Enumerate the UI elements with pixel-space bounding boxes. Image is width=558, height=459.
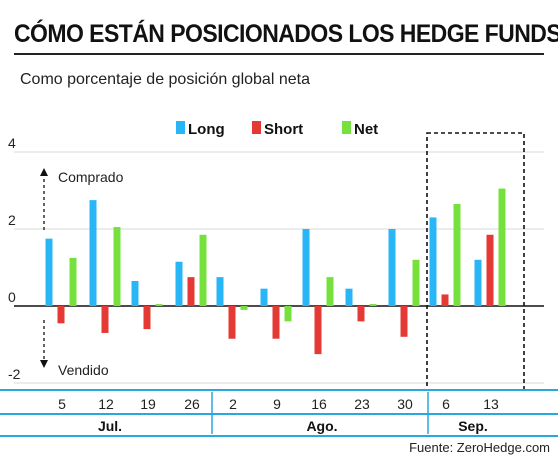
chart-bars — [45, 188, 506, 355]
x-tick-label: 2 — [229, 396, 237, 412]
legend-label-net: Net — [354, 121, 378, 138]
x-tick-label: 19 — [140, 396, 156, 412]
x-tick-label: 13 — [483, 396, 499, 412]
legend-swatch-short — [252, 121, 261, 134]
x-axis: 5 12 19 26 2 9 16 23 30 6 13 Jul. Ago. Sep. — [0, 389, 558, 437]
bar-short-5 — [57, 306, 65, 324]
y-tick-label: 2 — [8, 212, 16, 228]
bar-net-26 — [199, 234, 207, 306]
source-note: Fuente: ZeroHedge.com — [409, 440, 550, 455]
bar-long-30 — [388, 229, 396, 306]
x-tick-label: 9 — [273, 396, 281, 412]
x-tick-label: 16 — [311, 396, 327, 412]
bar-short-26 — [187, 277, 195, 306]
chart-title: CÓMO ESTÁN POSICIONADOS LOS HEDGE FUNDS — [14, 20, 558, 48]
bar-long-16 — [302, 229, 310, 306]
legend-swatch-net — [342, 121, 351, 134]
x-tick-label: 23 — [354, 396, 370, 412]
bar-short-13 — [486, 234, 494, 306]
bar-long-6 — [429, 217, 437, 306]
bar-net-9 — [284, 306, 292, 322]
x-tick-label: 6 — [442, 396, 450, 412]
bar-net-19 — [155, 304, 163, 306]
arrow-down-icon — [40, 360, 48, 368]
bar-net-2 — [240, 306, 248, 310]
annotations: Comprado Vendido — [40, 168, 124, 378]
x-tick-label: 30 — [397, 396, 413, 412]
bar-short-9 — [272, 306, 280, 339]
x-tick-label: 26 — [184, 396, 200, 412]
bar-short-23 — [357, 306, 365, 322]
month-label: Sep. — [458, 418, 488, 434]
bar-short-16 — [314, 306, 322, 355]
bar-long-2 — [216, 277, 224, 306]
bar-long-13 — [474, 259, 482, 306]
bar-net-6 — [453, 203, 461, 306]
bar-long-26 — [175, 261, 183, 306]
bar-short-12 — [101, 306, 109, 333]
bar-long-23 — [345, 288, 353, 306]
bar-long-19 — [131, 280, 139, 306]
month-label: Jul. — [98, 418, 122, 434]
bar-short-6 — [441, 294, 449, 306]
legend-swatch-long — [176, 121, 185, 134]
bar-net-16 — [326, 277, 334, 306]
bar-long-9 — [260, 288, 268, 306]
legend-label-long: Long — [188, 121, 225, 138]
month-label: Ago. — [306, 418, 337, 434]
y-tick-label: 0 — [8, 289, 16, 305]
bar-net-13 — [498, 188, 506, 306]
bar-net-5 — [69, 257, 77, 306]
bar-short-30 — [400, 306, 408, 337]
bar-short-19 — [143, 306, 151, 330]
bar-short-2 — [228, 306, 236, 339]
bar-net-23 — [369, 304, 377, 306]
annotation-comprado: Comprado — [58, 169, 124, 185]
bar-long-12 — [89, 200, 97, 306]
legend: Long Short Net — [176, 121, 378, 138]
arrow-up-icon — [40, 168, 48, 176]
bar-net-12 — [113, 227, 121, 306]
bar-long-5 — [45, 238, 53, 306]
y-tick-label: -2 — [8, 366, 21, 382]
x-tick-label: 12 — [98, 396, 114, 412]
x-tick-label: 5 — [58, 396, 66, 412]
bar-net-30 — [412, 259, 420, 306]
legend-label-short: Short — [264, 121, 303, 138]
chart-subtitle: Como porcentaje de posición global neta — [20, 71, 310, 88]
annotation-vendido: Vendido — [58, 362, 109, 378]
y-tick-label: 4 — [8, 135, 16, 151]
